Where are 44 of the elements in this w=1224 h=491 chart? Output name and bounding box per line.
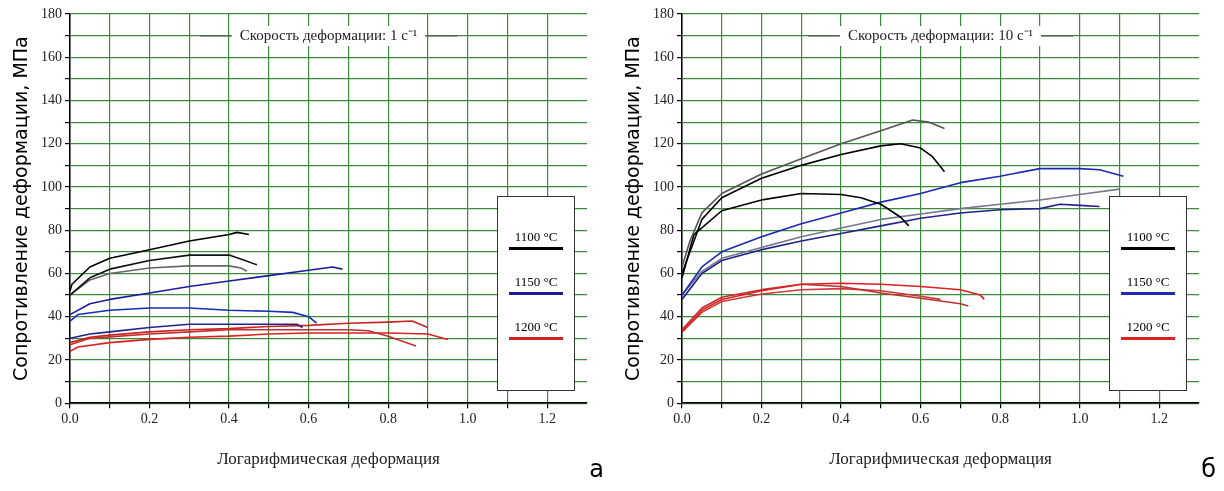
y-tick-label: 160 — [653, 48, 674, 64]
legend-box: 1100 °C 1150 °C 1200 °C — [497, 196, 575, 392]
y-axis-title: Сопротивление деформации, МПа — [8, 36, 31, 381]
y-tick-label: 0 — [667, 394, 674, 410]
x-tick-label: 1.2 — [1150, 411, 1168, 427]
x-axis-title: Логарифмическая деформация — [829, 448, 1052, 468]
y-tick-label: 20 — [48, 351, 62, 367]
y-tick-label: 60 — [48, 265, 62, 281]
y-tick-label: 140 — [41, 92, 62, 108]
y-tick-label: 120 — [653, 135, 674, 151]
x-tick-label: 0.0 — [61, 411, 79, 427]
x-tick-label: 1.0 — [458, 411, 477, 427]
y-tick-label: 180 — [41, 5, 62, 21]
y-tick-label: 40 — [48, 308, 62, 324]
y-tick-label: 100 — [653, 178, 674, 194]
annotation: Скорость деформации: 10 с⁻¹ — [847, 26, 1034, 43]
x-tick-label: 1.0 — [1070, 411, 1089, 427]
y-tick-label: 40 — [660, 308, 674, 324]
y-tick-label: 140 — [653, 92, 674, 108]
x-tick-label: 0.6 — [911, 411, 930, 427]
x-tick-label: 0.2 — [752, 411, 771, 427]
annotation: Скорость деформации: 1 с⁻¹ — [239, 26, 418, 43]
y-tick-label: 60 — [660, 265, 674, 281]
y-tick-label: 80 — [48, 221, 62, 237]
x-tick-label: 0.8 — [991, 411, 1009, 427]
legend-box: 1100 °C 1150 °C 1200 °C — [1109, 196, 1187, 392]
x-tick-label: 0.4 — [832, 411, 850, 427]
x-tick-label: 0.0 — [673, 411, 691, 427]
x-tick-label: 0.6 — [299, 411, 318, 427]
y-tick-label: 0 — [55, 394, 62, 410]
y-tick-label: 160 — [41, 48, 62, 64]
x-tick-label: 0.2 — [140, 411, 159, 427]
x-tick-label: 1.2 — [538, 411, 556, 427]
y-tick-label: 100 — [41, 178, 62, 194]
y-axis-title: Сопротивление деформации, МПа — [620, 36, 643, 381]
y-tick-label: 180 — [653, 5, 674, 21]
x-tick-label: 0.8 — [379, 411, 397, 427]
y-tick-label: 20 — [660, 351, 674, 367]
text: б — [1201, 455, 1216, 484]
x-axis-title: Логарифмическая деформация — [217, 448, 440, 468]
text: а — [589, 455, 604, 484]
y-tick-label: 120 — [41, 135, 62, 151]
x-tick-label: 0.4 — [220, 411, 238, 427]
y-tick-label: 80 — [660, 221, 674, 237]
